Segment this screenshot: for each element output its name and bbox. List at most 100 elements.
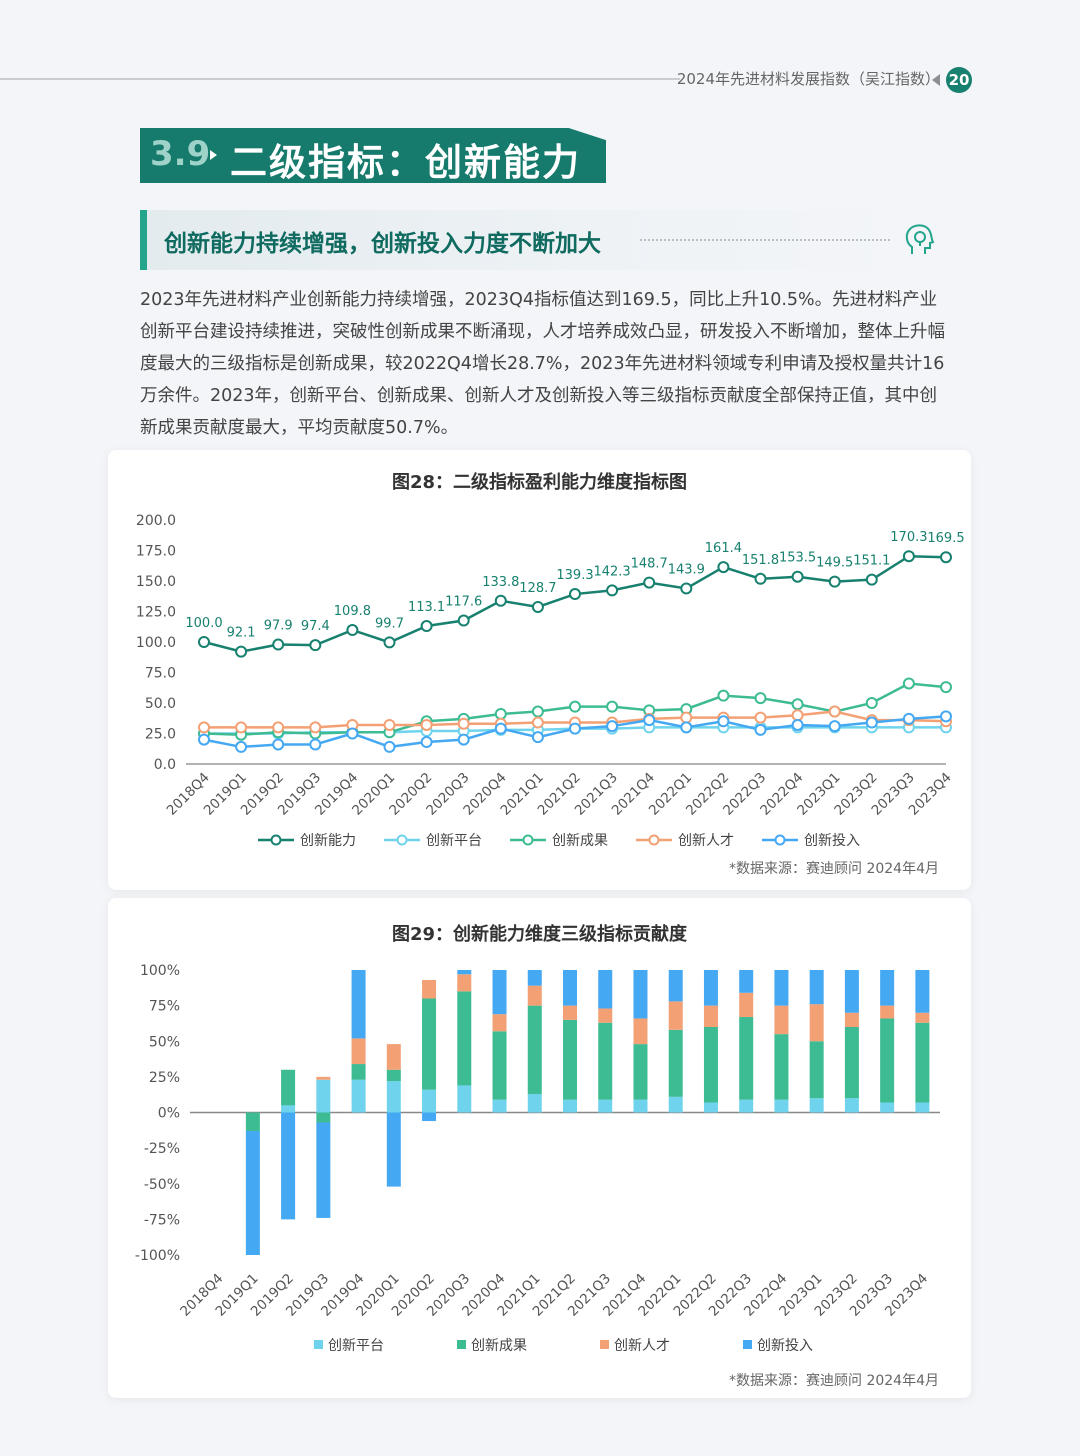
bar-segment bbox=[774, 1034, 789, 1100]
data-label: 148.7 bbox=[631, 557, 668, 572]
data-point bbox=[606, 720, 619, 733]
bar-segment bbox=[492, 1031, 507, 1100]
bar-segment bbox=[774, 1099, 789, 1113]
bar-segment bbox=[422, 1112, 437, 1122]
bar-segment bbox=[422, 979, 437, 999]
subtitle-accent bbox=[140, 210, 147, 270]
data-label: 151.8 bbox=[742, 553, 779, 568]
y-tick-label: 50.0 bbox=[145, 696, 176, 712]
section-number: 3.9 bbox=[150, 134, 211, 174]
data-label: 109.8 bbox=[334, 604, 371, 619]
data-point bbox=[940, 710, 952, 723]
bar-segment bbox=[633, 1099, 648, 1113]
y-tick-label: 0% bbox=[158, 1106, 180, 1122]
bar-segment bbox=[809, 970, 824, 1005]
y-tick-label: 50% bbox=[149, 1034, 180, 1050]
data-point bbox=[198, 636, 210, 648]
bar-segment bbox=[457, 970, 472, 975]
y-tick-label: -25% bbox=[144, 1141, 180, 1157]
data-point bbox=[198, 721, 210, 734]
bar-segment bbox=[386, 1081, 401, 1113]
chart-title: 图28：二级指标盈利能力维度指标图 bbox=[391, 472, 688, 493]
data-point bbox=[902, 677, 915, 690]
bar-segment bbox=[281, 1112, 296, 1220]
data-label: 92.1 bbox=[227, 626, 256, 641]
data-point bbox=[383, 740, 396, 753]
bar-segment bbox=[281, 1105, 296, 1113]
data-point bbox=[606, 700, 619, 713]
y-tick-label: -100% bbox=[135, 1248, 180, 1264]
data-point bbox=[791, 698, 804, 711]
data-point bbox=[383, 718, 396, 731]
data-label: 153.5 bbox=[779, 551, 816, 566]
data-label: 169.5 bbox=[927, 531, 964, 546]
data-label: 142.3 bbox=[593, 564, 630, 579]
data-point bbox=[531, 716, 544, 729]
data-point bbox=[717, 715, 730, 728]
data-point bbox=[494, 707, 507, 720]
data-point bbox=[531, 731, 544, 744]
legend-marker bbox=[396, 834, 408, 846]
data-point bbox=[865, 697, 878, 709]
data-label: 97.4 bbox=[301, 619, 330, 634]
y-tick-label: 175.0 bbox=[136, 544, 176, 560]
data-point bbox=[791, 718, 804, 731]
data-point bbox=[457, 733, 470, 746]
legend-label: 创新平台 bbox=[328, 1338, 384, 1354]
bar-segment bbox=[245, 1112, 260, 1132]
data-point bbox=[717, 689, 730, 702]
dotted-divider bbox=[640, 239, 890, 241]
data-point bbox=[754, 692, 767, 705]
bar-segment bbox=[563, 970, 577, 1006]
data-point bbox=[643, 576, 656, 589]
bar-segment bbox=[880, 1005, 895, 1019]
data-point bbox=[457, 614, 470, 627]
data-label: 170.3 bbox=[890, 530, 927, 545]
bar-segment bbox=[316, 1079, 331, 1113]
bar-segment bbox=[527, 1005, 542, 1094]
bar-segment bbox=[668, 1096, 683, 1113]
data-label: 117.6 bbox=[445, 595, 482, 610]
legend-label: 创新能力 bbox=[300, 833, 356, 849]
data-point bbox=[940, 551, 952, 564]
bar-segment bbox=[245, 1131, 260, 1255]
data-label: 151.1 bbox=[853, 554, 890, 569]
legend-label: 创新成果 bbox=[552, 833, 608, 849]
bar-segment bbox=[774, 970, 789, 1006]
triangle-left-icon bbox=[932, 74, 940, 86]
y-tick-label: 150.0 bbox=[136, 574, 176, 590]
data-point bbox=[309, 738, 322, 751]
bar-segment bbox=[422, 1089, 437, 1113]
data-point bbox=[902, 712, 915, 725]
chart-source: *数据来源：赛迪顾问 2024年4月 bbox=[729, 1373, 939, 1389]
data-label: 149.5 bbox=[816, 556, 853, 571]
legend-label: 创新人才 bbox=[678, 833, 734, 849]
data-point bbox=[346, 624, 359, 637]
bar-segment bbox=[457, 991, 472, 1086]
bar-segment bbox=[457, 1085, 472, 1113]
data-point bbox=[198, 733, 210, 746]
bar-segment bbox=[633, 1018, 648, 1045]
data-point bbox=[420, 718, 433, 731]
data-label: 99.7 bbox=[375, 616, 404, 631]
bar-segment bbox=[668, 1029, 683, 1097]
data-point bbox=[457, 717, 470, 730]
bar-segment bbox=[598, 1022, 613, 1100]
data-point bbox=[494, 722, 507, 735]
y-tick-label: -75% bbox=[144, 1212, 180, 1228]
line-chart-panel: 图28：二级指标盈利能力维度指标图 200.0 175.0 150.0 125.0 10… bbox=[108, 450, 971, 890]
data-label: 133.8 bbox=[482, 575, 519, 590]
bar-segment bbox=[774, 1005, 789, 1035]
legend-marker bbox=[270, 834, 282, 846]
data-point bbox=[680, 721, 693, 734]
bar-segment bbox=[386, 1069, 401, 1082]
bar-segment bbox=[386, 1112, 401, 1187]
bar-segment bbox=[809, 1004, 824, 1042]
legend-swatch bbox=[314, 1340, 323, 1349]
bar-segment bbox=[739, 1099, 754, 1113]
bar-segment bbox=[316, 1122, 331, 1218]
data-point bbox=[717, 561, 730, 574]
data-point bbox=[569, 700, 581, 713]
y-tick-label: -50% bbox=[144, 1177, 180, 1193]
bar-segment bbox=[880, 970, 895, 1006]
